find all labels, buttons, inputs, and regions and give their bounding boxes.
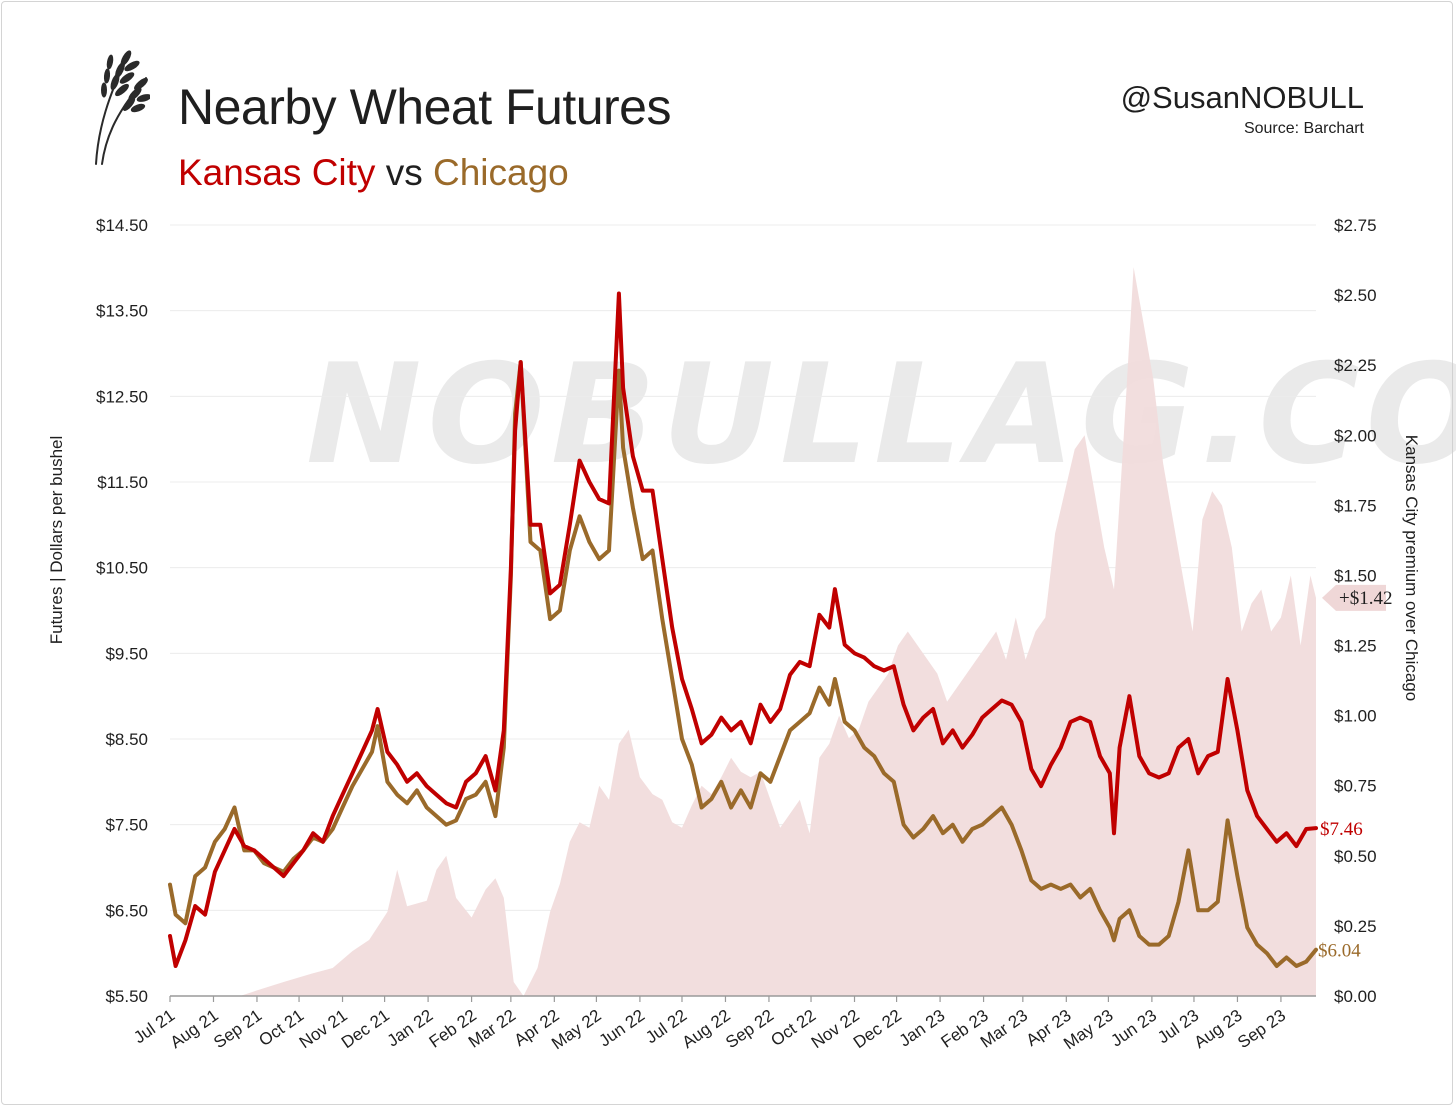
end-label-kansas-city: $7.46 <box>1320 819 1363 840</box>
x-tick-label: Jun 22 <box>595 1006 648 1051</box>
x-tick-label: Nov 22 <box>808 1006 863 1052</box>
wheat-sheaf-icon <box>95 50 150 165</box>
y-axis-title: Futures | Dollars per bushel <box>47 436 66 645</box>
legend-kansas-city: Kansas City <box>178 152 376 193</box>
y2-tick-label: $2.75 <box>1334 216 1377 235</box>
end-label-chicago: $6.04 <box>1318 941 1361 962</box>
subtitle-vs: vs <box>385 152 423 193</box>
x-tick-label: Sep 22 <box>722 1006 777 1052</box>
y2-tick-label: $2.00 <box>1334 426 1377 445</box>
y-tick-label: $10.50 <box>96 559 148 578</box>
y-tick-label: $9.50 <box>105 644 148 663</box>
y-tick-label: $5.50 <box>105 987 148 1006</box>
chart-title: Nearby Wheat Futures <box>178 79 671 135</box>
y-tick-label: $12.50 <box>96 387 148 406</box>
y2-tick-label: $0.25 <box>1334 917 1377 936</box>
series-line-chicago <box>168 360 1318 968</box>
y2-tick-label: $1.00 <box>1334 707 1377 726</box>
premium-area <box>170 267 1316 997</box>
x-tick-label: Sep 23 <box>1234 1006 1289 1052</box>
x-tick-label: Aug 23 <box>1191 1006 1246 1052</box>
x-tick-label: Jun 23 <box>1107 1006 1160 1051</box>
y-tick-label: $13.50 <box>96 302 148 321</box>
y-tick-label: $14.50 <box>96 216 148 235</box>
end-label-premium: +$1.42 <box>1339 588 1392 609</box>
premium-area-shape <box>170 267 1316 997</box>
y2-tick-label: $2.25 <box>1334 356 1377 375</box>
series-line-kansas-city <box>168 291 1318 968</box>
price-lines <box>168 291 1318 968</box>
y-tick-label: $8.50 <box>105 730 148 749</box>
author-handle: @SusanNOBULL <box>1120 80 1364 115</box>
x-tick-label: Sep 21 <box>210 1006 265 1052</box>
premium-end-marker <box>1322 584 1386 611</box>
x-tick-label: Jan 22 <box>384 1006 437 1051</box>
x-tick-label: Jan 23 <box>896 1006 949 1051</box>
chart-subtitle: Kansas City vs Chicago <box>178 152 569 194</box>
y2-tick-label: $0.50 <box>1334 847 1377 866</box>
y2-tick-label: $2.50 <box>1334 286 1377 305</box>
watermark: NOBULLAG.COM <box>306 334 1456 495</box>
end-labels: $7.46 $6.04 +$1.42 <box>1318 584 1392 962</box>
y2-tick-label: $1.25 <box>1334 637 1377 656</box>
x-tick-label: Dec 21 <box>338 1006 393 1052</box>
legend-chicago: Chicago <box>432 152 569 193</box>
x-tick-label: Aug 21 <box>167 1006 222 1052</box>
x-tick-label: Nov 21 <box>296 1006 351 1052</box>
x-tick-label: Aug 22 <box>679 1006 734 1052</box>
y2-tick-label: $1.75 <box>1334 496 1377 515</box>
source-note: Source: Barchart <box>1243 120 1364 137</box>
y2-tick-label: $0.75 <box>1334 777 1377 796</box>
y-tick-label: $11.50 <box>97 473 148 492</box>
y2-axis-title: Kansas City premium over Chicago <box>1402 435 1421 701</box>
y-tick-label: $7.50 <box>105 816 148 835</box>
y2-tick-label: $1.50 <box>1334 566 1377 585</box>
y-tick-label: $6.50 <box>105 901 148 920</box>
y2-tick-label: $0.00 <box>1334 987 1377 1006</box>
x-tick-label: Dec 22 <box>850 1006 905 1052</box>
